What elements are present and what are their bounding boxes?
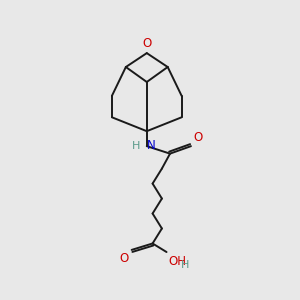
Text: N: N <box>147 139 156 152</box>
Text: O: O <box>120 252 129 265</box>
Text: H: H <box>181 260 189 269</box>
Text: O: O <box>142 37 152 50</box>
Text: OH: OH <box>169 255 187 268</box>
Text: O: O <box>194 131 203 144</box>
Text: H: H <box>132 141 140 151</box>
